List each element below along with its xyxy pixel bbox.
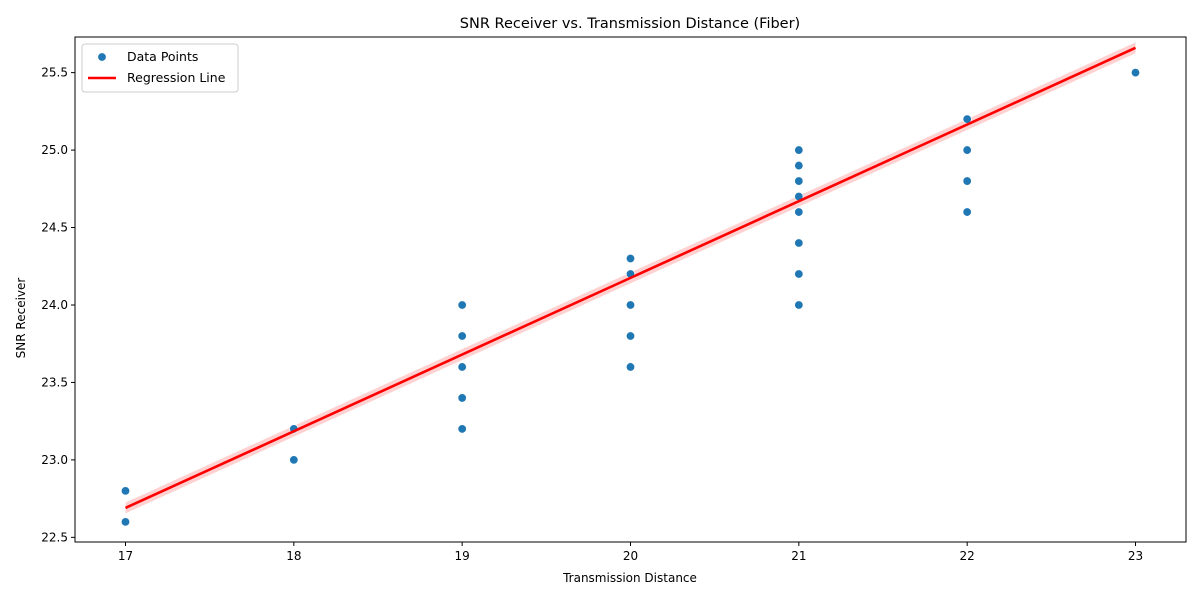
y-tick-label: 24.5 bbox=[41, 221, 68, 235]
x-tick-label: 20 bbox=[623, 549, 638, 563]
y-tick-label: 24.0 bbox=[41, 298, 68, 312]
y-tick-label: 25.0 bbox=[41, 143, 68, 157]
x-tick-label: 19 bbox=[455, 549, 470, 563]
data-point bbox=[121, 486, 131, 496]
data-point bbox=[457, 362, 467, 372]
x-tick-label: 21 bbox=[791, 549, 806, 563]
plot-area bbox=[121, 42, 1141, 527]
y-tick-label: 22.5 bbox=[41, 530, 68, 544]
data-point bbox=[962, 207, 972, 217]
x-tick-label: 18 bbox=[286, 549, 301, 563]
data-point bbox=[794, 300, 804, 310]
data-point bbox=[289, 455, 299, 465]
legend-marker-data-points bbox=[97, 52, 107, 62]
y-tick-label: 23.0 bbox=[41, 453, 68, 467]
data-point bbox=[794, 161, 804, 171]
legend-box bbox=[81, 43, 239, 93]
chart-title: SNR Receiver vs. Transmission Distance (… bbox=[460, 16, 800, 32]
data-point bbox=[457, 300, 467, 310]
regression-line bbox=[124, 46, 1137, 510]
data-point bbox=[962, 176, 972, 186]
data-point bbox=[1131, 68, 1141, 78]
x-tick-label: 23 bbox=[1128, 549, 1143, 563]
data-point bbox=[794, 176, 804, 186]
plot-frame bbox=[74, 36, 1187, 543]
x-tick-label: 17 bbox=[118, 549, 133, 563]
data-point bbox=[457, 393, 467, 403]
legend-label-data-points: Data Points bbox=[127, 49, 198, 64]
data-point bbox=[457, 424, 467, 434]
data-point bbox=[625, 331, 635, 341]
x-axis-label: Transmission Distance bbox=[562, 571, 697, 585]
data-point bbox=[794, 269, 804, 279]
data-point bbox=[794, 238, 804, 248]
data-point bbox=[962, 145, 972, 155]
axes: 17 18 19 20 21 22 23 22.5 23.0 23.5 24.0 24.5 25.0 25… bbox=[41, 36, 1187, 563]
y-axis-label: SNR Receiver bbox=[14, 278, 28, 359]
data-point bbox=[121, 517, 131, 527]
data-point bbox=[794, 207, 804, 217]
y-tick-label: 23.5 bbox=[41, 375, 68, 389]
data-point bbox=[794, 145, 804, 155]
data-point bbox=[625, 362, 635, 372]
data-point bbox=[625, 254, 635, 264]
legend-label-regression-line: Regression Line bbox=[127, 70, 226, 85]
legend: Data Points Regression Line bbox=[81, 43, 239, 93]
data-point bbox=[457, 331, 467, 341]
y-tick-label: 25.5 bbox=[41, 66, 68, 80]
data-point bbox=[625, 300, 635, 310]
x-tick-label: 22 bbox=[960, 549, 975, 563]
